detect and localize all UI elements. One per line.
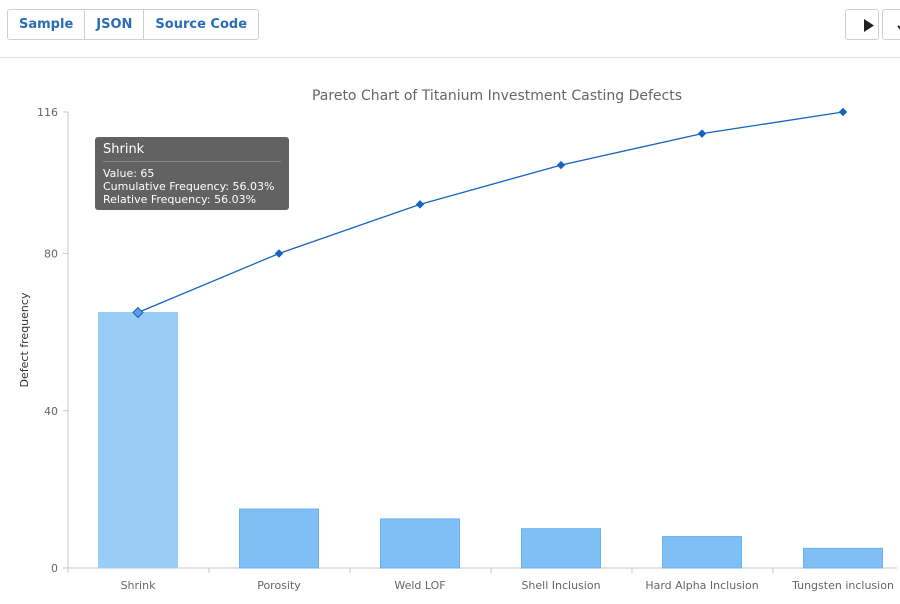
y-axis-label: Defect frequency <box>18 292 31 387</box>
tooltip: Shrink Value: 65 Cumulative Frequency: 5… <box>95 137 289 210</box>
x-tick-label-2: Weld LOF <box>394 579 445 592</box>
download-icon <box>897 25 900 30</box>
download-button[interactable] <box>882 9 900 40</box>
cumulative-point-4 <box>697 129 707 138</box>
pareto-chart: Pareto Chart of Titanium Investment Cast… <box>0 58 900 600</box>
play-icon <box>864 19 874 32</box>
x-axis: Shrink Porosity Weld LOF Shell Inclusion Har… <box>67 567 897 592</box>
tooltip-value: Value: 65 <box>103 167 155 180</box>
tab-json[interactable]: JSON <box>84 9 145 40</box>
cumulative-point-5 <box>838 107 848 117</box>
chart-canvas: Pareto Chart of Titanium Investment Cast… <box>18 88 897 592</box>
x-tick-label-4: Hard Alpha Inclusion <box>645 579 758 592</box>
bar-2 <box>380 518 460 569</box>
tooltip-title: Shrink <box>103 142 281 162</box>
cumulative-point-1 <box>274 249 284 258</box>
bar-5 <box>803 547 883 569</box>
tooltip-relative-frequency: Relative Frequency: 56.03% <box>103 193 257 206</box>
bar-1 <box>239 508 319 569</box>
y-tick-label-3: 116 <box>37 106 58 119</box>
x-tick-label-3: Shell Inclusion <box>521 579 600 592</box>
y-axis: 0 40 80 116 <box>37 106 69 575</box>
cumulative-line <box>137 111 844 314</box>
y-tick-label-2: 80 <box>44 248 58 261</box>
bar-0 <box>98 311 178 569</box>
tab-source-code[interactable]: Source Code <box>143 9 260 40</box>
y-tick-label-1: 40 <box>44 405 58 418</box>
cumulative-line-series <box>132 107 848 319</box>
cumulative-point-2 <box>415 200 425 209</box>
toolbar: Sample JSON Source Code <box>0 0 900 58</box>
play-button[interactable] <box>845 9 879 40</box>
cumulative-point-0 <box>132 306 144 319</box>
bar-series <box>98 311 883 569</box>
cumulative-point-3 <box>556 160 566 170</box>
bar-3 <box>521 528 601 569</box>
tooltip-cumulative-frequency: Cumulative Frequency: 56.03% <box>103 180 275 193</box>
x-tick-label-0: Shrink <box>121 579 157 592</box>
y-tick-label-0: 0 <box>51 562 58 575</box>
x-tick-label-1: Porosity <box>257 579 301 592</box>
view-tabs: Sample JSON Source Code <box>7 9 260 40</box>
tab-sample[interactable]: Sample <box>7 9 86 40</box>
bar-4 <box>662 536 742 569</box>
x-tick-label-5: Tungsten inclusion <box>791 579 894 592</box>
chart-title: Pareto Chart of Titanium Investment Cast… <box>312 88 682 104</box>
